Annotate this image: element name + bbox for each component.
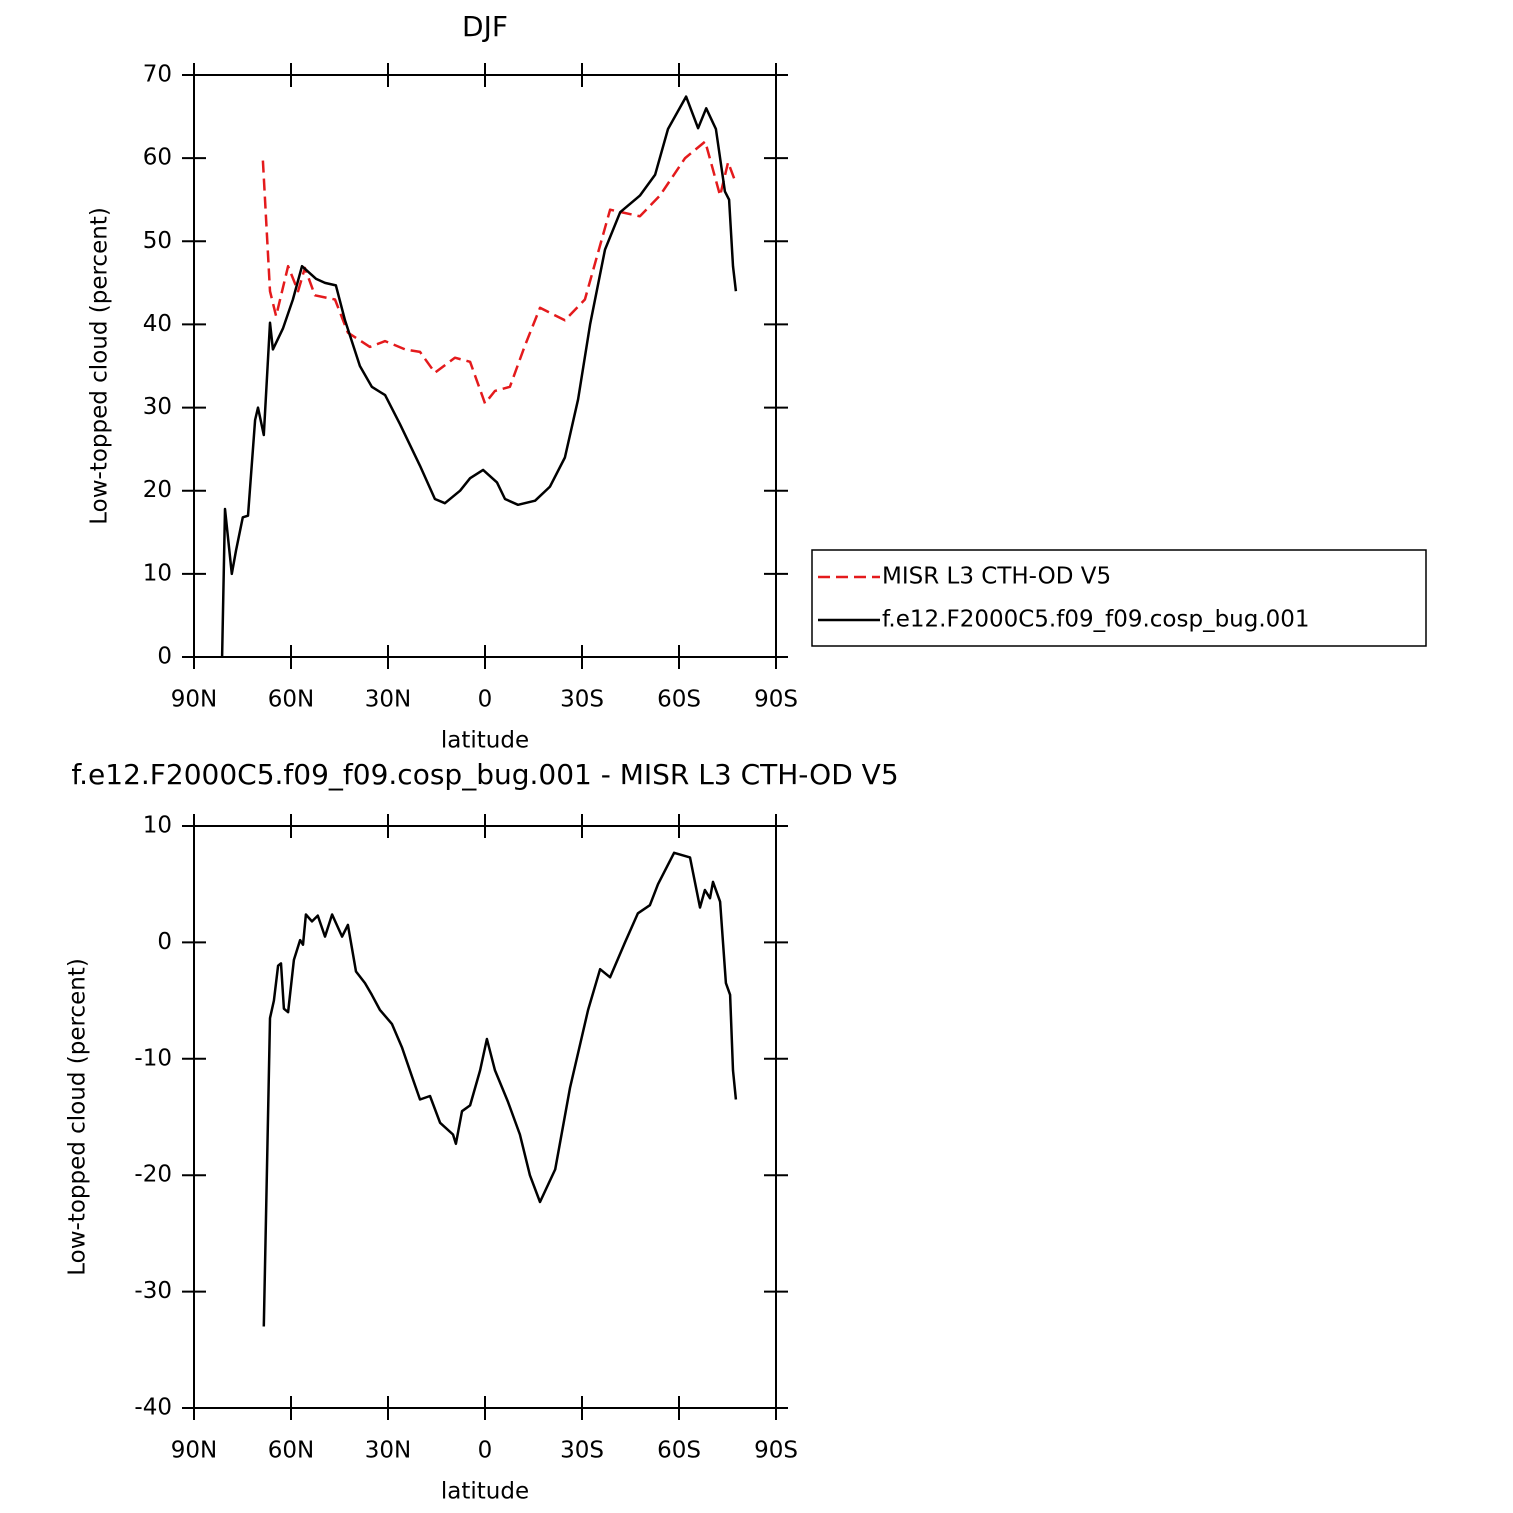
y-tick-label: 20 [143, 477, 172, 503]
plot-frame [193, 74, 777, 658]
x-tick-label: 60N [268, 687, 314, 713]
y-tick-label: 40 [143, 311, 172, 337]
x-tick-label: 30S [560, 687, 604, 713]
x-tick-label: 30N [365, 687, 411, 713]
y-tick-label: 0 [157, 929, 172, 955]
x-tick-label: 90N [171, 1438, 217, 1464]
y-tick-label: 10 [143, 813, 172, 839]
x-tick-label: 60S [657, 687, 701, 713]
x-tick-label: 90N [171, 687, 217, 713]
x-tick-label: 30N [365, 1438, 411, 1464]
chart-title: f.e12.F2000C5.f09_f09.cosp_bug.001 - MIS… [71, 758, 898, 791]
y-tick-label: 30 [143, 394, 172, 420]
y-tick-label: -20 [134, 1162, 172, 1188]
y-axis-label: Low-topped cloud (percent) [87, 207, 113, 525]
y-tick-label: -30 [134, 1278, 172, 1304]
y-tick-label: 0 [157, 644, 172, 670]
x-tick-label: 0 [478, 687, 493, 713]
y-tick-label: -40 [134, 1395, 172, 1421]
x-tick-label: 60N [268, 1438, 314, 1464]
legend-label: f.e12.F2000C5.f09_f09.cosp_bug.001 [882, 607, 1310, 633]
y-axis-label: Low-topped cloud (percent) [65, 958, 91, 1276]
y-tick-label: 10 [143, 560, 172, 586]
data-line [220, 95, 738, 658]
legend-box [811, 549, 1427, 647]
y-tick-label: 60 [143, 145, 172, 171]
x-axis-label: latitude [441, 728, 529, 754]
plot-frame [193, 825, 777, 1409]
x-tick-label: 60S [657, 1438, 701, 1464]
x-tick-label: 90S [754, 1438, 798, 1464]
chart-title: DJF [462, 10, 508, 43]
data-line [262, 851, 738, 1327]
data-line [261, 140, 738, 405]
y-tick-label: 50 [143, 228, 172, 254]
y-tick-label: -10 [134, 1045, 172, 1071]
x-tick-label: 30S [560, 1438, 604, 1464]
x-axis-label: latitude [441, 1479, 529, 1505]
y-tick-label: 70 [143, 62, 172, 88]
legend-label: MISR L3 CTH-OD V5 [882, 564, 1111, 590]
x-tick-label: 90S [754, 687, 798, 713]
x-tick-label: 0 [478, 1438, 493, 1464]
